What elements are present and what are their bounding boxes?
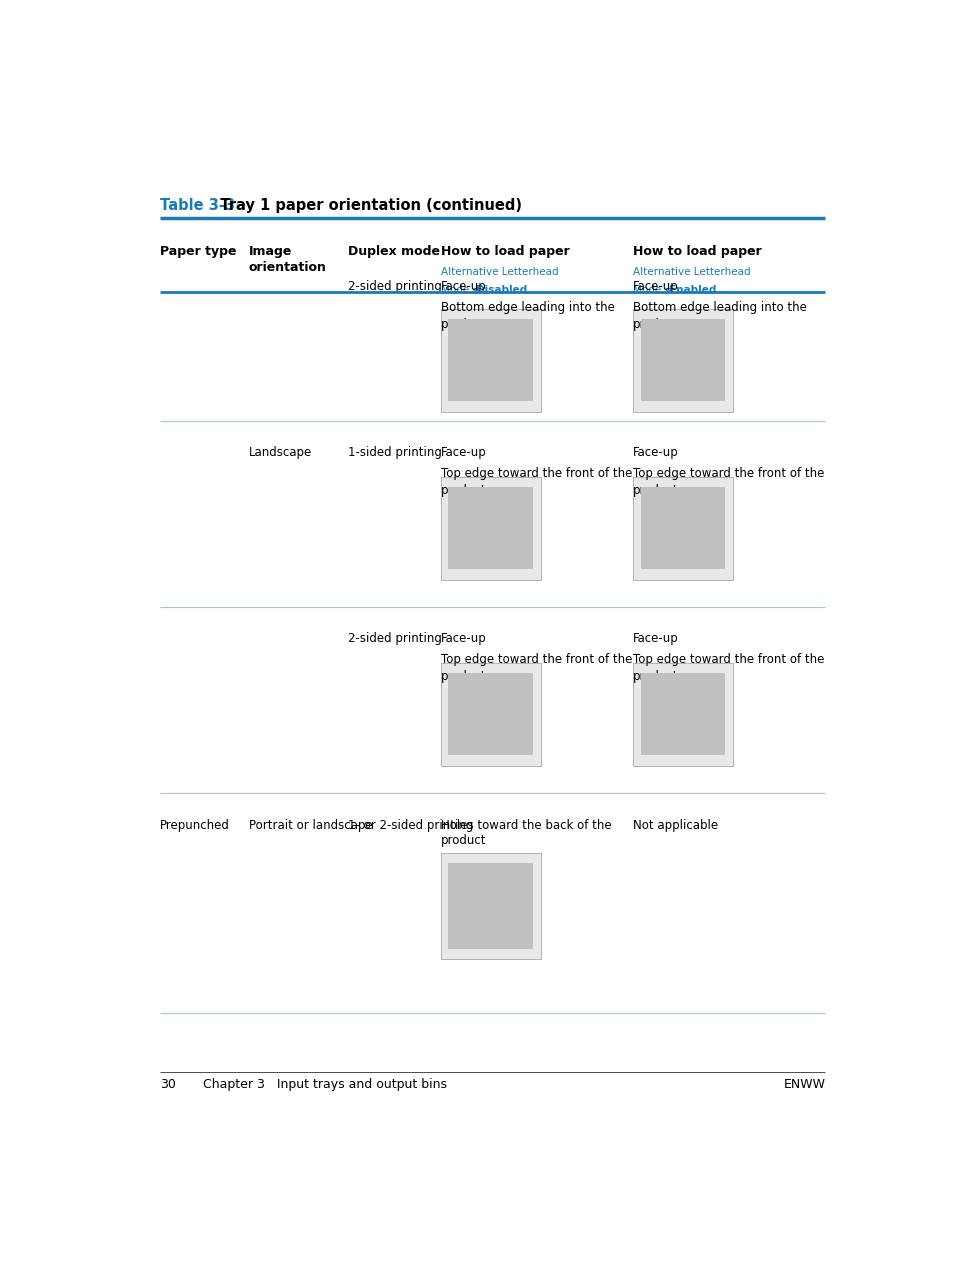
Text: Alternative Letterhead: Alternative Letterhead: [633, 267, 750, 277]
Text: Top edge toward the front of the
product: Top edge toward the front of the product: [633, 467, 823, 498]
Bar: [440, 478, 540, 579]
Text: Paper type: Paper type: [160, 245, 236, 258]
Bar: [440, 663, 540, 766]
Text: Face-up: Face-up: [633, 446, 679, 458]
Bar: [448, 673, 533, 756]
Bar: [440, 309, 540, 411]
Text: 2-sided printing: 2-sided printing: [348, 631, 442, 645]
Bar: [639, 488, 724, 569]
Text: Not applicable: Not applicable: [633, 819, 718, 832]
Text: Image
orientation: Image orientation: [249, 245, 326, 274]
Text: Portrait or landscape: Portrait or landscape: [249, 819, 372, 832]
Text: Alternative Letterhead: Alternative Letterhead: [440, 267, 558, 277]
Text: 30: 30: [160, 1078, 175, 1091]
Text: Face-up: Face-up: [633, 279, 679, 292]
Text: Face-up: Face-up: [440, 446, 486, 458]
Text: 2-sided printing: 2-sided printing: [348, 279, 442, 292]
Text: 1-sided printing: 1-sided printing: [348, 446, 442, 458]
Text: Mode =: Mode =: [440, 286, 484, 296]
Bar: [448, 864, 533, 949]
Bar: [633, 309, 732, 411]
Text: Table 3-3: Table 3-3: [160, 198, 234, 213]
Text: Landscape: Landscape: [249, 446, 312, 458]
Bar: [633, 478, 732, 579]
Text: How to load paper: How to load paper: [440, 245, 569, 258]
Text: Holes toward the back of the
product: Holes toward the back of the product: [440, 819, 611, 847]
Text: Tray 1 paper orientation (continued): Tray 1 paper orientation (continued): [210, 198, 521, 213]
Bar: [448, 488, 533, 569]
Text: Face-up: Face-up: [633, 631, 679, 645]
Text: Chapter 3   Input trays and output bins: Chapter 3 Input trays and output bins: [203, 1078, 446, 1091]
Bar: [440, 852, 540, 959]
Text: Prepunched: Prepunched: [160, 819, 230, 832]
Bar: [639, 319, 724, 401]
Bar: [639, 673, 724, 756]
Text: Disabled: Disabled: [476, 286, 527, 296]
Bar: [448, 319, 533, 401]
Text: Enabled: Enabled: [668, 286, 715, 296]
Text: Top edge toward the front of the
product: Top edge toward the front of the product: [440, 653, 632, 683]
Text: 1- or 2-sided printing: 1- or 2-sided printing: [348, 819, 474, 832]
Text: Mode =: Mode =: [633, 286, 676, 296]
Text: Bottom edge leading into the
product: Bottom edge leading into the product: [440, 301, 614, 331]
Text: Bottom edge leading into the
product: Bottom edge leading into the product: [633, 301, 806, 331]
Text: Top edge toward the front of the
product: Top edge toward the front of the product: [633, 653, 823, 683]
Bar: [633, 663, 732, 766]
Text: Duplex mode: Duplex mode: [348, 245, 440, 258]
Text: Face-up: Face-up: [440, 279, 486, 292]
Text: ENWW: ENWW: [782, 1078, 824, 1091]
Text: How to load paper: How to load paper: [633, 245, 761, 258]
Text: Top edge toward the front of the
product: Top edge toward the front of the product: [440, 467, 632, 498]
Text: Face-up: Face-up: [440, 631, 486, 645]
